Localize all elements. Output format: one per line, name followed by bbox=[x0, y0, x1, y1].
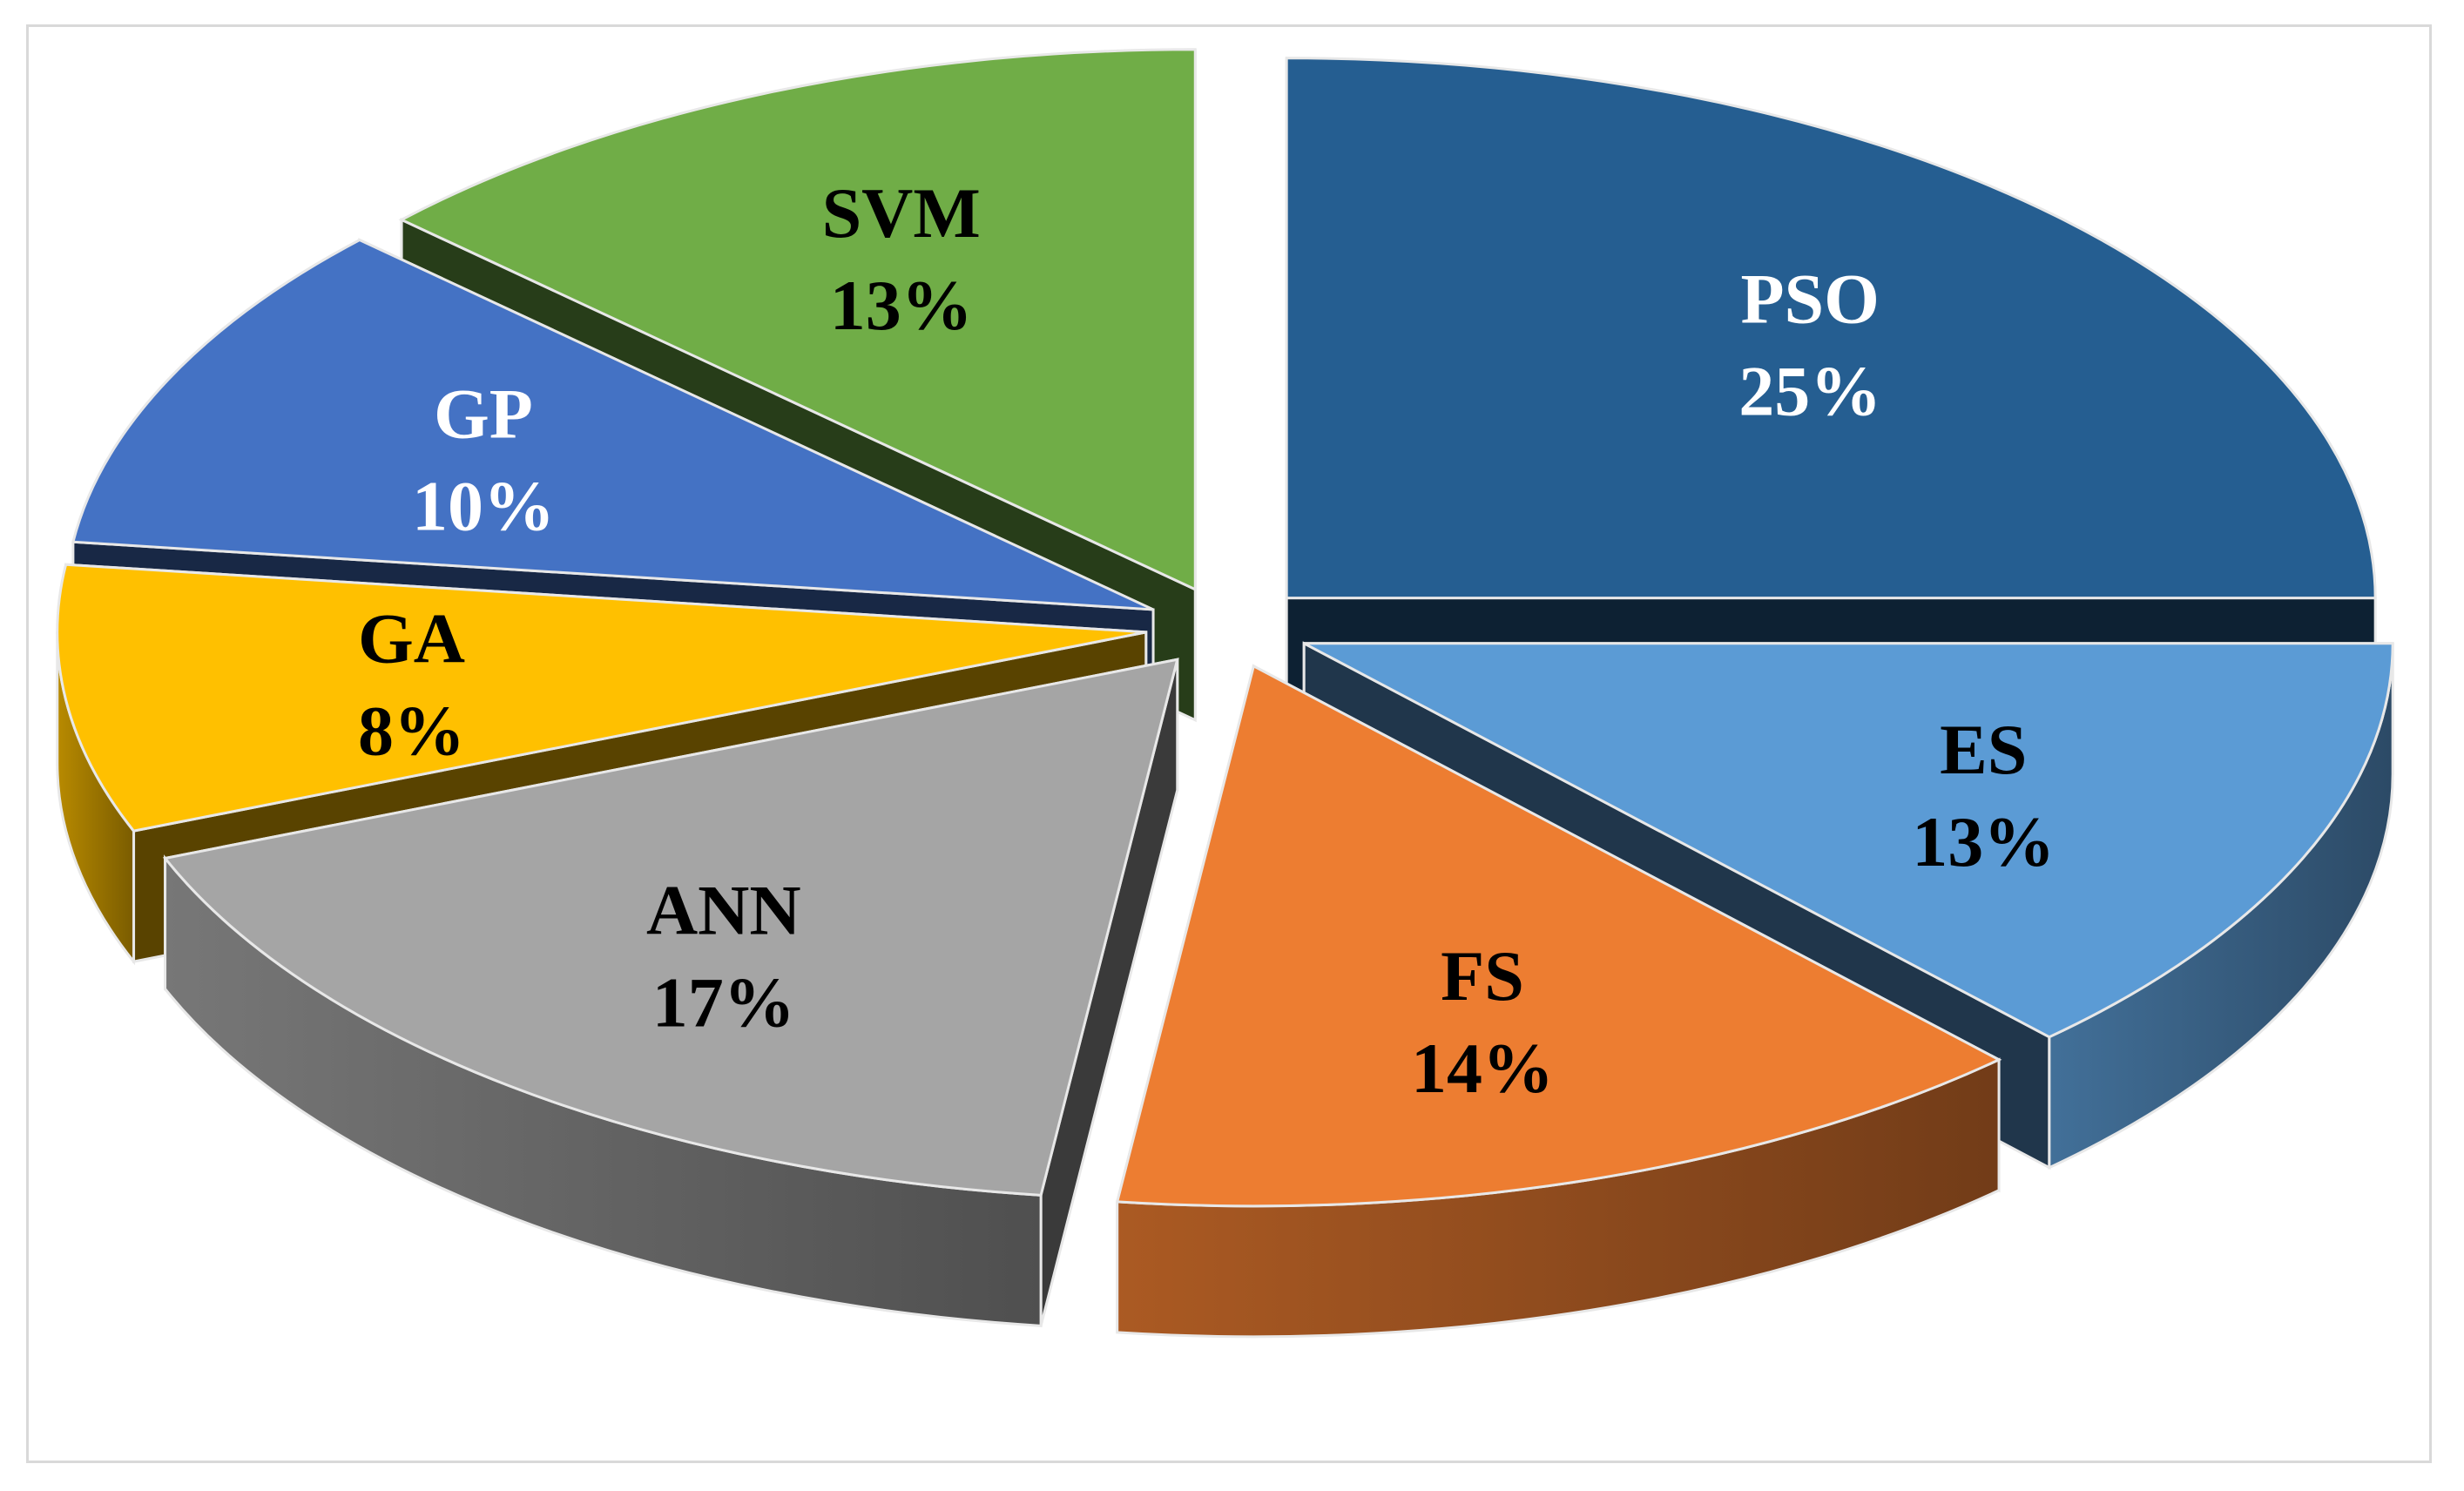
slice-label-pso: PSO bbox=[1740, 260, 1879, 339]
slice-value-ann: 17% bbox=[652, 962, 795, 1042]
slice-value-fs: 14% bbox=[1411, 1029, 1554, 1108]
slice-value-ga: 8% bbox=[358, 692, 465, 771]
slice-value-svm: 13% bbox=[830, 266, 973, 345]
slice-value-pso: 25% bbox=[1738, 352, 1881, 431]
slice-ga[interactable] bbox=[56, 563, 1147, 833]
slice-ann[interactable] bbox=[162, 658, 1179, 1197]
slice-value-es: 13% bbox=[1912, 802, 2055, 881]
slice-label-svm: SVM bbox=[822, 173, 981, 253]
slice-es[interactable] bbox=[1303, 642, 2394, 1039]
slice-label-es: ES bbox=[1940, 710, 2027, 789]
slice-gp[interactable] bbox=[71, 238, 1154, 611]
slice-value-gp: 10% bbox=[412, 466, 555, 545]
slice-svm[interactable] bbox=[398, 48, 1197, 592]
slice-fs[interactable] bbox=[1115, 664, 2002, 1208]
slice-label-ga: GA bbox=[358, 599, 465, 678]
slice-label-fs: FS bbox=[1441, 936, 1524, 1015]
slice-pso[interactable] bbox=[1285, 57, 2377, 600]
slice-label-gp: GP bbox=[434, 374, 533, 453]
slice-label-ann: ANN bbox=[646, 870, 801, 949]
